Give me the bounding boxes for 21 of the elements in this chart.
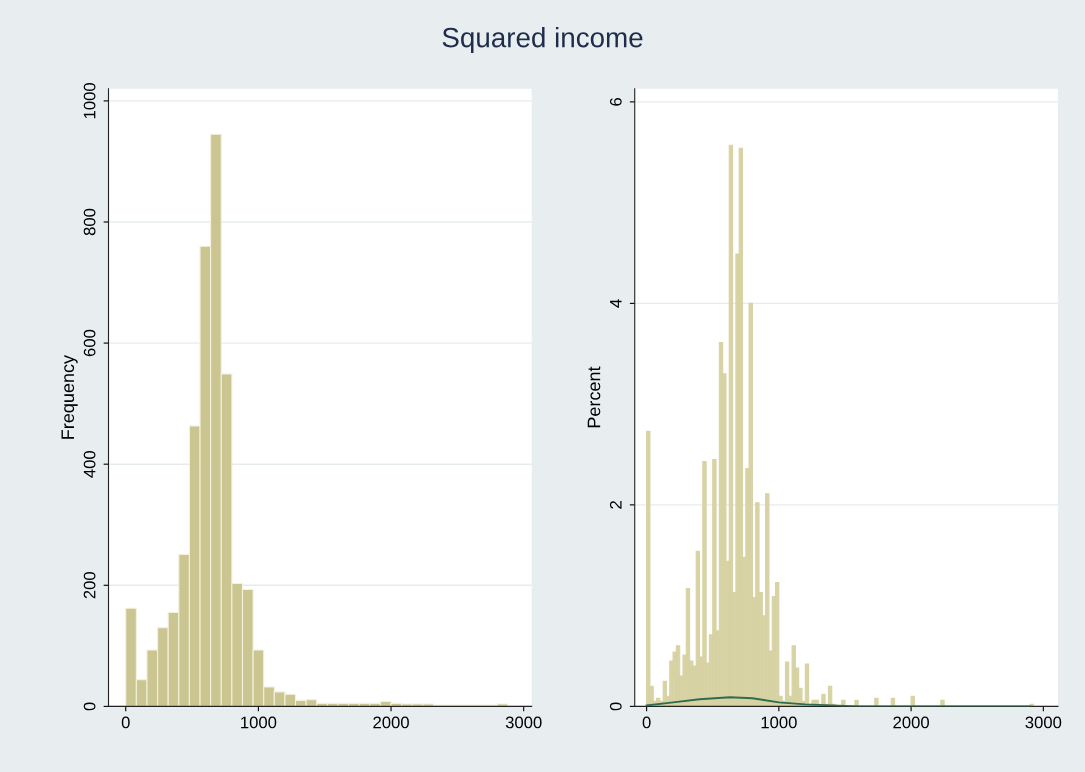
x-tick-label: 2000 xyxy=(893,716,929,729)
y-tick-label: 800 xyxy=(83,208,96,236)
y-tick-label: 200 xyxy=(83,572,96,599)
x-tick-label: 0 xyxy=(121,716,130,729)
x-tick-label: 2000 xyxy=(373,716,409,729)
y-tick-label: 6 xyxy=(609,97,622,106)
y-axis-title: Percent xyxy=(587,366,601,428)
chart-title: Squared income xyxy=(442,27,643,53)
y-tick-label: 0 xyxy=(609,702,622,711)
y-tick-label: 1000 xyxy=(83,83,96,119)
y-tick-label: 2 xyxy=(609,501,622,509)
y-tick-label: 600 xyxy=(83,329,96,357)
x-tick-label: 3000 xyxy=(505,716,542,729)
y-axis-title: Frequency xyxy=(61,354,78,439)
x-tick-label: 3000 xyxy=(1025,716,1062,729)
x-tick-label: 1000 xyxy=(241,716,277,729)
y-tick-label: 400 xyxy=(83,450,96,478)
x-tick-label: 0 xyxy=(642,716,651,729)
x-tick-label: 1000 xyxy=(761,716,797,729)
y-tick-label: 0 xyxy=(83,702,96,711)
y-tick-label: 4 xyxy=(610,299,622,308)
